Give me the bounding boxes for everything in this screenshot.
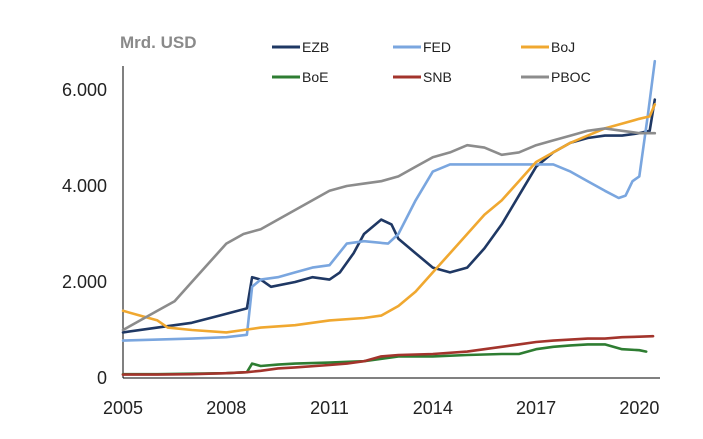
y-tick-label: 4.000 — [62, 176, 107, 196]
x-tick-label: 2014 — [413, 398, 453, 418]
x-axis-ticks: 2005 2008 2011 2014 2017 2020 — [103, 398, 659, 418]
legend-label: EZB — [302, 39, 329, 55]
legend-item-pboc: PBOC — [521, 69, 591, 85]
x-tick-label: 2005 — [103, 398, 143, 418]
legend-label: SNB — [423, 69, 452, 85]
series-line-fed — [121, 59, 657, 342]
legend-item-fed: FED — [393, 39, 451, 55]
legend-item-boj: BoJ — [521, 39, 575, 55]
y-tick-label: 0 — [97, 368, 107, 388]
legend-label: BoE — [302, 69, 328, 85]
legend-item-ezb: EZB — [272, 39, 329, 55]
y-tick-label: 6.000 — [62, 80, 107, 100]
unit-label: Mrd. USD — [120, 33, 197, 52]
series-line-pboc — [121, 127, 657, 332]
y-axis-ticks: 0 2.000 4.000 6.000 — [62, 80, 107, 388]
legend-label: FED — [423, 39, 451, 55]
x-tick-label: 2011 — [310, 398, 349, 418]
y-tick-label: 2.000 — [62, 272, 107, 292]
series-line-boe — [121, 343, 648, 376]
series-line-ezb — [121, 98, 657, 334]
plot-area — [121, 59, 660, 379]
series-line-boj — [121, 103, 657, 334]
x-tick-label: 2008 — [206, 398, 246, 418]
legend-label: PBOC — [551, 69, 591, 85]
legend-label: BoJ — [551, 39, 575, 55]
series-layer — [121, 59, 657, 376]
x-tick-label: 2020 — [619, 398, 659, 418]
legend-item-boe: BoE — [272, 69, 328, 85]
x-tick-label: 2017 — [516, 398, 556, 418]
legend: EZB FED BoJ BoE SNB PBOC — [272, 39, 591, 85]
legend-item-snb: SNB — [393, 69, 452, 85]
series-line-snb — [121, 334, 655, 376]
